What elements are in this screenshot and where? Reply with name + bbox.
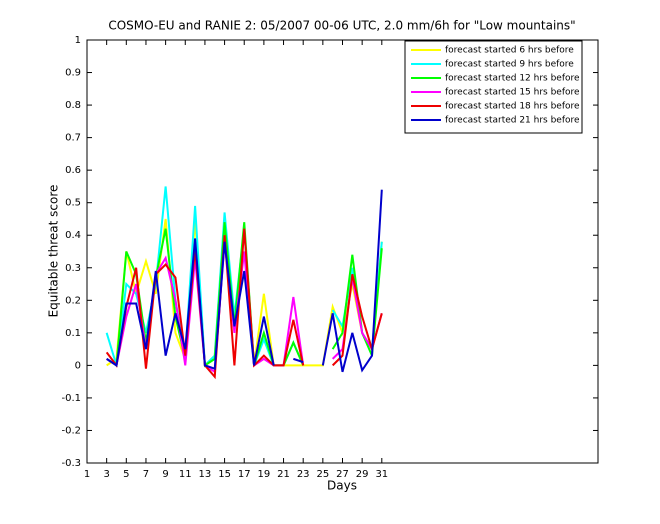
- y-tick-label: -0.2: [61, 425, 81, 436]
- y-tick-label: 0.6: [65, 165, 81, 176]
- legend-label: forecast started 18 hrs before: [445, 102, 580, 112]
- x-tick-label: 9: [162, 469, 168, 480]
- x-tick-label: 23: [297, 469, 310, 480]
- x-tick-label: 31: [375, 469, 388, 480]
- legend-label: forecast started 15 hrs before: [445, 88, 580, 98]
- series-line: [106, 189, 383, 373]
- y-tick-label: 0.9: [65, 68, 81, 79]
- y-tick-label: 0.3: [65, 263, 81, 274]
- chart-title: COSMO-EU and RANIE 2: 05/2007 00-06 UTC,…: [108, 19, 575, 33]
- x-tick-label: 19: [258, 469, 271, 480]
- y-tick-label: 0.8: [65, 100, 81, 111]
- x-tick-label: 15: [218, 469, 231, 480]
- legend-label: forecast started 9 hrs before: [445, 60, 574, 70]
- y-tick-label: 1: [75, 35, 81, 46]
- x-tick-label: 27: [336, 469, 349, 480]
- y-tick-label: -0.3: [61, 458, 81, 469]
- x-tick-label: 25: [316, 469, 329, 480]
- y-tick-label: 0.7: [65, 133, 81, 144]
- x-tick-label: 5: [123, 469, 129, 480]
- y-tick-label: 0.5: [65, 198, 81, 209]
- legend-label: forecast started 21 hrs before: [445, 116, 580, 126]
- legend-label: forecast started 12 hrs before: [445, 74, 580, 84]
- y-tick-label: 0.2: [65, 295, 81, 306]
- x-tick-label: 29: [356, 469, 369, 480]
- y-tick-label: 0.1: [65, 328, 81, 339]
- x-tick-label: 17: [238, 469, 251, 480]
- y-tick-label: 0: [75, 360, 81, 371]
- x-tick-label: 1: [84, 469, 90, 480]
- x-axis-label: Days: [327, 479, 357, 493]
- x-tick-label: 3: [103, 469, 109, 480]
- x-tick-label: 7: [143, 469, 149, 480]
- x-tick-label: 11: [179, 469, 192, 480]
- y-axis-label: Equitable threat score: [47, 185, 61, 318]
- y-tick-label: 0.4: [65, 230, 81, 241]
- legend-box: [404, 40, 583, 134]
- legend-label: forecast started 6 hrs before: [445, 46, 574, 56]
- x-tick-label: 13: [199, 469, 212, 480]
- y-tick-label: -0.1: [61, 393, 81, 404]
- x-tick-label: 21: [277, 469, 290, 480]
